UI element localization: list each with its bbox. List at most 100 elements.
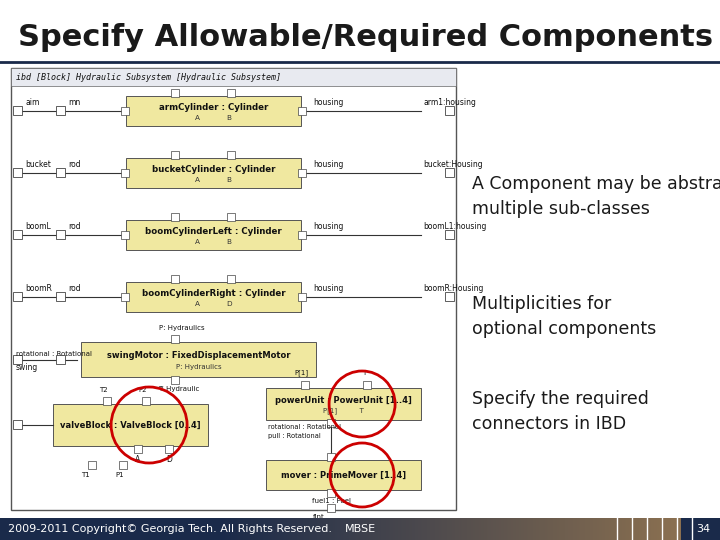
Bar [166, 445, 174, 453]
Bar [470, 518, 472, 540]
Bar [554, 518, 557, 540]
Bar [227, 151, 235, 159]
Bar [671, 518, 672, 540]
Bar [474, 518, 477, 540]
Bar [401, 518, 403, 540]
Bar [289, 518, 291, 540]
Bar [266, 388, 421, 420]
Bar [556, 518, 558, 540]
Bar [570, 518, 572, 540]
Bar [613, 518, 615, 540]
Bar [545, 518, 547, 540]
Bar [227, 89, 235, 97]
Bar [597, 518, 599, 540]
Bar [465, 518, 467, 540]
Bar [271, 518, 273, 540]
Bar [513, 518, 515, 540]
Bar [323, 518, 325, 540]
Bar [441, 518, 443, 540]
Bar [295, 518, 297, 540]
Bar [253, 518, 256, 540]
Bar [171, 213, 179, 221]
Bar [516, 518, 518, 540]
Text: rotational : Rotational: rotational : Rotational [16, 350, 92, 356]
Bar [405, 518, 408, 540]
Bar [642, 518, 644, 540]
Bar [395, 518, 397, 540]
Bar [321, 518, 323, 540]
Text: fuel1 : Fuel: fuel1 : Fuel [312, 498, 351, 504]
Bar [320, 518, 322, 540]
Bar [647, 518, 648, 540]
Bar [346, 518, 348, 540]
Bar [413, 518, 415, 540]
Bar [560, 518, 562, 540]
Text: T1: T1 [81, 472, 90, 478]
Bar [485, 518, 487, 540]
Bar [634, 518, 636, 540]
Bar [409, 518, 410, 540]
Bar [552, 518, 553, 540]
Bar [358, 518, 360, 540]
Text: housing: housing [313, 284, 343, 293]
Bar [649, 518, 652, 540]
Bar [594, 518, 596, 540]
Bar [564, 518, 565, 540]
Bar [372, 518, 374, 540]
Bar [472, 518, 474, 540]
Bar [300, 518, 302, 540]
Text: valveBlock : ValveBlock [0..4]: valveBlock : ValveBlock [0..4] [60, 421, 201, 429]
Bar [292, 518, 294, 540]
Bar [588, 518, 590, 540]
Bar [126, 220, 301, 250]
Bar [258, 518, 261, 540]
Bar [456, 518, 458, 540]
Bar [228, 518, 230, 540]
Text: housing: housing [313, 160, 343, 169]
Bar [56, 230, 65, 239]
Bar [367, 518, 369, 540]
Bar [567, 518, 569, 540]
Text: fint: fint [312, 514, 324, 520]
Bar [13, 292, 22, 301]
Bar [672, 518, 675, 540]
Bar [625, 518, 627, 540]
Text: boomCylinderLeft : Cylinder: boomCylinderLeft : Cylinder [145, 227, 282, 237]
Text: A Component may be abstract, representing
multiple sub-classes: A Component may be abstract, representin… [472, 175, 720, 218]
Bar [400, 518, 402, 540]
Bar [505, 518, 507, 540]
Bar [11, 68, 456, 86]
Bar [375, 518, 377, 540]
Bar [477, 518, 480, 540]
Bar [525, 518, 527, 540]
Bar [266, 518, 268, 540]
Bar [430, 518, 432, 540]
Bar [306, 518, 308, 540]
Bar [447, 518, 449, 540]
Text: MBSE: MBSE [344, 524, 376, 534]
Bar [355, 518, 357, 540]
Bar [103, 397, 112, 405]
Bar [582, 518, 584, 540]
Bar [282, 518, 284, 540]
Bar [599, 518, 600, 540]
Bar [240, 518, 242, 540]
Text: P: Hydraulics: P: Hydraulics [176, 364, 221, 370]
Bar [313, 518, 315, 540]
Bar [632, 518, 634, 540]
Bar [464, 518, 466, 540]
Text: P[1]          T: P[1] T [323, 408, 364, 414]
Text: boomCylinderRight : Cylinder: boomCylinderRight : Cylinder [142, 289, 285, 299]
Bar [445, 292, 454, 301]
Bar [595, 518, 598, 540]
Bar [13, 420, 22, 429]
Text: P[1]: P[1] [294, 369, 308, 376]
Bar [446, 518, 447, 540]
Bar [600, 518, 603, 540]
Bar [559, 518, 561, 540]
Bar [229, 518, 231, 540]
Bar [303, 518, 305, 540]
Bar [386, 518, 387, 540]
Bar [449, 518, 451, 540]
Text: D: D [166, 455, 172, 464]
